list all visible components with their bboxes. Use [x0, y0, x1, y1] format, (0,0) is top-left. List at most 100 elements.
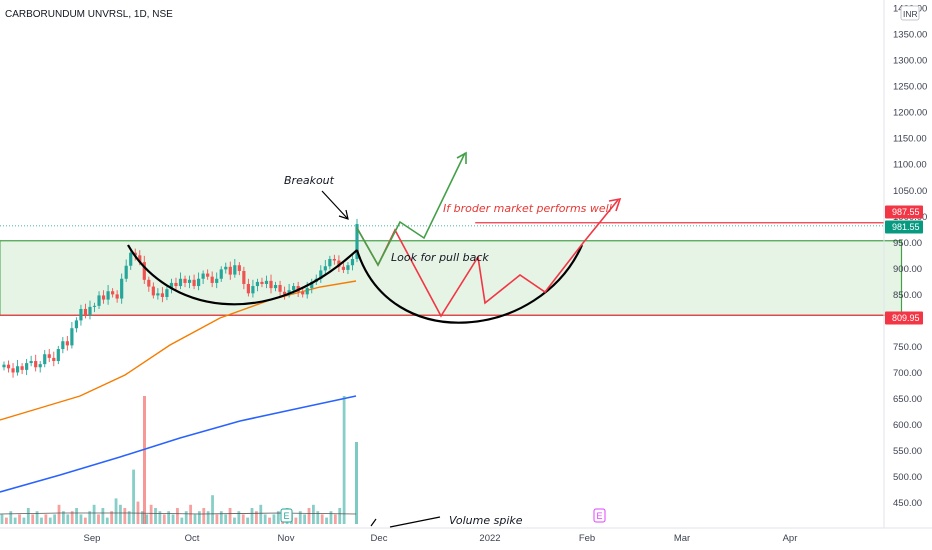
- candle-body: [129, 252, 133, 266]
- breakout-arrow[interactable]: [321, 190, 348, 219]
- volume-bar: [338, 508, 342, 524]
- candle-body: [183, 278, 187, 283]
- cup-curve-projected[interactable]: [355, 244, 584, 324]
- price-tick-label: 850.00: [893, 290, 922, 301]
- time-tick-label: 2022: [479, 533, 500, 544]
- volume-spike-arrow[interactable]: [389, 516, 441, 528]
- candle-body: [111, 291, 115, 295]
- annotation-broader-market[interactable]: If broder market performs well: [443, 202, 612, 215]
- annotation-breakout[interactable]: Breakout: [284, 174, 335, 187]
- price-tag[interactable]: [885, 205, 923, 219]
- volume-bar: [127, 511, 131, 524]
- volume-bar: [320, 514, 324, 524]
- candle-body: [328, 258, 332, 267]
- candle-body: [88, 306, 92, 316]
- volume-bar: [62, 511, 65, 524]
- volume-ma-line: [0, 512, 357, 515]
- volume-bar: [13, 517, 17, 524]
- arrow-head-red: [608, 197, 622, 212]
- price-tag-label: 987.55: [892, 207, 920, 217]
- candle-body: [197, 278, 201, 287]
- candle-body: [34, 361, 38, 368]
- candle-body: [292, 286, 296, 291]
- volume-bar: [18, 514, 21, 524]
- volume-bar: [44, 514, 48, 524]
- candle-body: [52, 357, 56, 362]
- price-tick-label: 600.00: [893, 420, 922, 431]
- candle-body: [273, 285, 278, 289]
- candle-body: [165, 289, 169, 297]
- volume-bar: [70, 511, 74, 524]
- symbol-title: CARBORUNDUM UNVRSL, 1D, NSE: [5, 9, 173, 20]
- annotation-volume-spike[interactable]: Volume spike: [449, 514, 523, 527]
- candle-body: [2, 364, 6, 368]
- time-tick-label: Apr: [783, 533, 798, 544]
- volume-bar: [197, 511, 201, 524]
- price-tick-label: 900.00: [893, 264, 922, 275]
- candle-body: [346, 265, 350, 270]
- volume-bar: [246, 517, 250, 524]
- candle-body: [6, 364, 11, 369]
- candle-body: [101, 295, 106, 300]
- volume-bar: [162, 514, 166, 524]
- price-tick-label: 500.00: [893, 472, 922, 483]
- candle-body: [287, 290, 291, 295]
- volume-bar: [206, 511, 210, 524]
- cup-curve-left[interactable]: [127, 244, 358, 306]
- currency-label: INR: [903, 9, 918, 19]
- candle-body: [332, 258, 336, 261]
- price-tick-label: 450.00: [893, 498, 922, 509]
- candle-body: [282, 291, 287, 295]
- earnings-marker[interactable]: [280, 508, 293, 523]
- price-tick-label: 700.00: [893, 368, 922, 379]
- moving-average-slow: [0, 395, 357, 493]
- candle-body: [106, 291, 110, 300]
- volume-bar: [154, 508, 157, 524]
- moving-average-fast: [0, 280, 357, 421]
- volume-bar: [145, 514, 149, 524]
- volume-bar: [342, 396, 346, 524]
- price-tick-label: 1200.00: [893, 108, 927, 119]
- time-tick-label: Mar: [674, 533, 690, 544]
- candle-body: [224, 266, 228, 270]
- candle-body: [301, 291, 305, 295]
- annotation-pullback[interactable]: Look for pull back: [391, 251, 489, 264]
- candle-body: [47, 354, 51, 358]
- price-tick-label: 1150.00: [893, 134, 927, 145]
- volume-bar: [316, 511, 320, 524]
- price-tag[interactable]: [885, 311, 923, 325]
- volume-bar: [211, 495, 214, 524]
- consolidation-zone[interactable]: [0, 240, 903, 316]
- time-tick-label: Feb: [579, 533, 595, 544]
- candle-body: [15, 366, 20, 373]
- candle-body: [233, 265, 237, 275]
- volume-bar: [97, 514, 100, 524]
- volume-bar: [171, 514, 175, 524]
- volume-bar: [26, 508, 30, 524]
- volume-bar: [272, 514, 276, 524]
- volume-bar: [132, 469, 135, 524]
- volume-bar: [263, 514, 267, 524]
- price-tick-label: 650.00: [893, 394, 922, 405]
- price-tick-label: 1100.00: [893, 160, 927, 171]
- volume-bar: [4, 517, 8, 524]
- candle-body: [215, 278, 219, 283]
- volume-bar: [40, 517, 43, 524]
- currency-badge[interactable]: [900, 5, 920, 21]
- candle-body: [20, 366, 24, 370]
- candle-body: [228, 266, 232, 275]
- volume-bar: [149, 504, 153, 524]
- candle-body: [178, 278, 183, 287]
- volume-bar: [333, 514, 337, 524]
- candle-body: [120, 278, 124, 299]
- volume-bar: [268, 517, 271, 524]
- price-tag[interactable]: [885, 220, 923, 234]
- volume-bar: [312, 504, 315, 524]
- projection-path-green[interactable]: [356, 152, 466, 267]
- candle-body: [319, 270, 323, 279]
- time-tick-label: Sep: [84, 533, 101, 544]
- candle-body: [29, 361, 33, 364]
- earnings-marker[interactable]: [593, 508, 606, 523]
